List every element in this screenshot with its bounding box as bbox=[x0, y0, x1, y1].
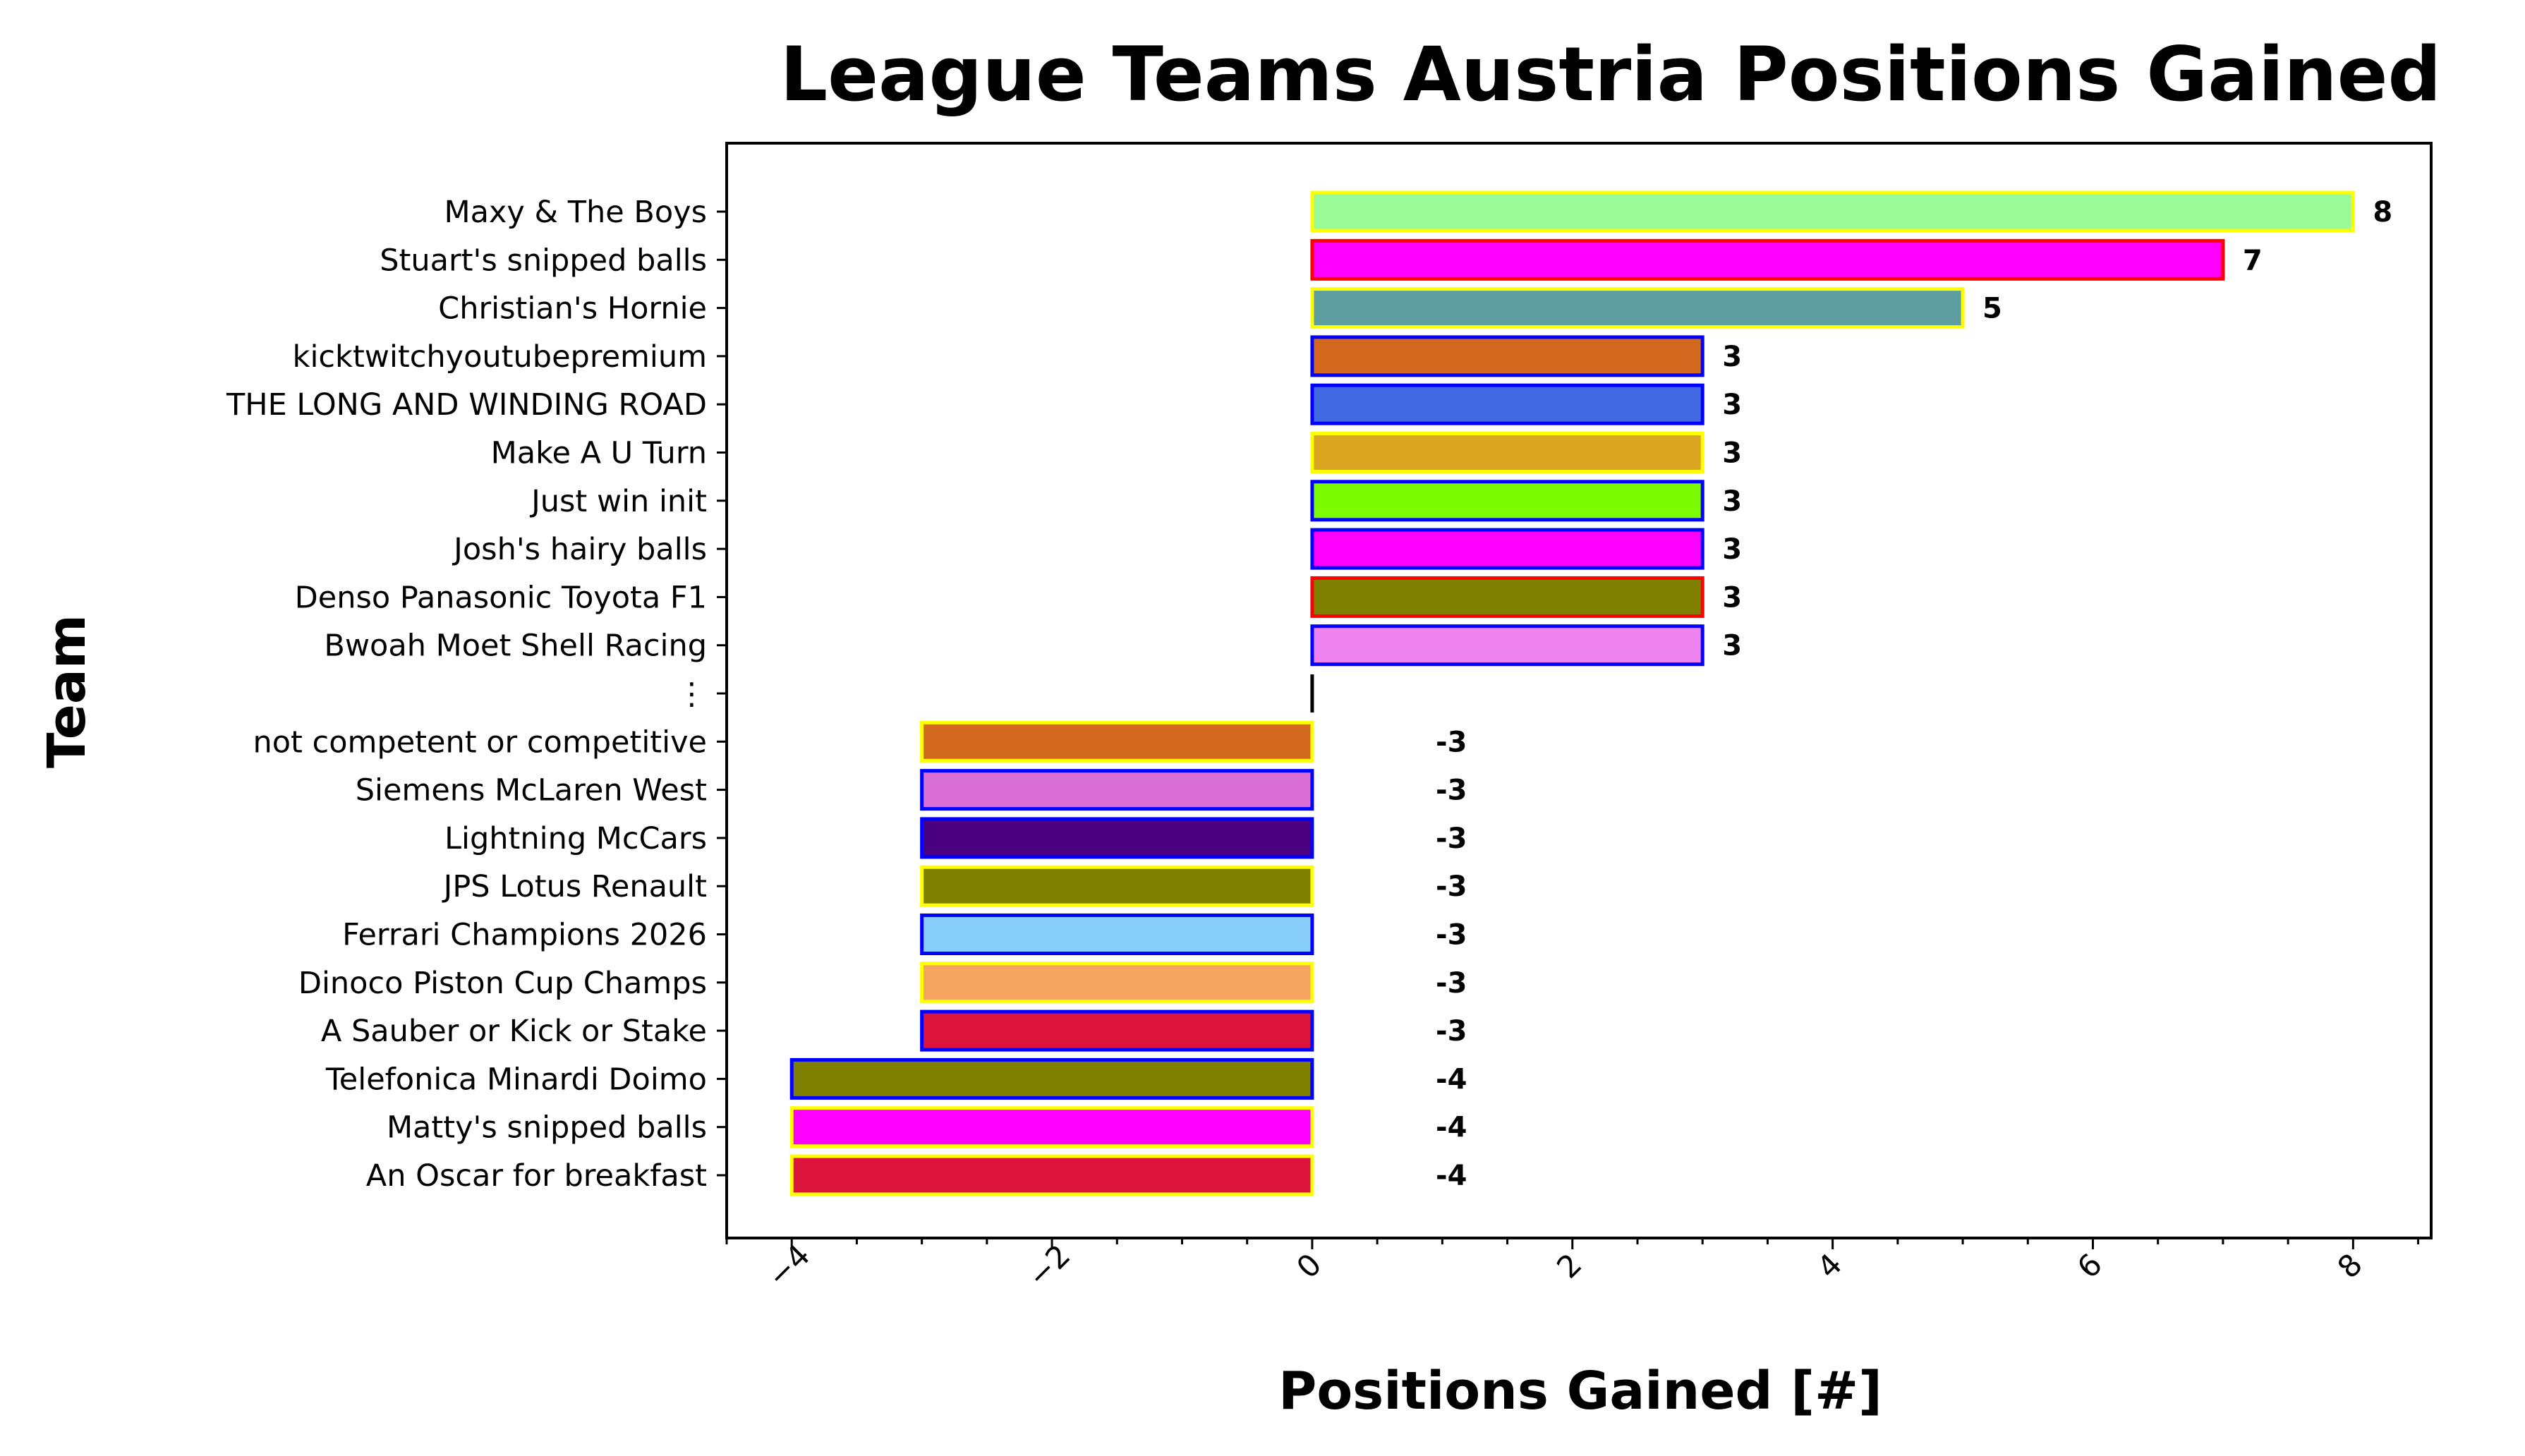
y-tick-label: Dinoco Piston Cup Champs bbox=[298, 966, 707, 1001]
y-tick-label: Make A U Turn bbox=[491, 436, 707, 471]
y-tick-label: Christian's Hornie bbox=[438, 291, 707, 327]
bar bbox=[1310, 576, 1704, 618]
value-label: -3 bbox=[1436, 775, 1467, 807]
value-label: 3 bbox=[1722, 630, 1742, 662]
y-tick-label: Siemens McLaren West bbox=[356, 773, 707, 808]
bar bbox=[920, 961, 1314, 1004]
separator-label: ⋮ bbox=[677, 677, 707, 712]
chart-title: League Teams Austria Positions Gained bbox=[780, 31, 2442, 118]
bar bbox=[920, 769, 1314, 811]
value-label: 7 bbox=[2243, 244, 2263, 277]
x-tick-label: 4 bbox=[1810, 1247, 1849, 1286]
y-tick-label: Maxy & The Boys bbox=[444, 195, 707, 230]
plot-frame bbox=[725, 142, 2433, 1239]
bar bbox=[1310, 238, 2225, 281]
bar bbox=[1310, 624, 1704, 667]
value-label: 8 bbox=[2373, 196, 2392, 229]
y-tick-label: Stuart's snipped balls bbox=[380, 243, 707, 278]
value-label: -3 bbox=[1436, 823, 1467, 855]
value-label: -3 bbox=[1436, 1015, 1467, 1048]
bar bbox=[920, 817, 1314, 859]
bar bbox=[920, 720, 1314, 763]
value-label: -4 bbox=[1436, 1160, 1467, 1192]
bar bbox=[1310, 528, 1704, 570]
bar bbox=[789, 1106, 1314, 1148]
value-label: 3 bbox=[1722, 533, 1742, 566]
value-label: -3 bbox=[1436, 967, 1467, 1000]
x-tick-label: −2 bbox=[1021, 1238, 1077, 1294]
bar bbox=[789, 1057, 1314, 1100]
y-tick-label: An Oscar for breakfast bbox=[366, 1158, 707, 1194]
bar bbox=[1310, 190, 2355, 233]
x-tick-label: 6 bbox=[2071, 1247, 2109, 1286]
value-label: 3 bbox=[1722, 389, 1742, 421]
y-tick-label: Josh's hairy balls bbox=[452, 532, 707, 567]
y-tick-label: JPS Lotus Renault bbox=[442, 869, 707, 904]
y-tick-label: Ferrari Champions 2026 bbox=[342, 918, 707, 953]
x-tick-label: 8 bbox=[2331, 1247, 2370, 1286]
x-tick-label: 0 bbox=[1290, 1247, 1329, 1286]
value-label: -3 bbox=[1436, 919, 1467, 952]
plot-area: Maxy & The Boys 8 Stuart's snipped balls 7 C… bbox=[226, 190, 2420, 1294]
x-axis-label: Positions Gained [#] bbox=[1278, 1361, 1882, 1421]
value-label: -3 bbox=[1436, 726, 1467, 758]
value-label: -3 bbox=[1436, 870, 1467, 903]
bar bbox=[920, 865, 1314, 907]
value-label: 3 bbox=[1722, 341, 1742, 373]
bar bbox=[920, 1009, 1314, 1052]
y-tick-label: Bwoah Moet Shell Racing bbox=[324, 629, 707, 664]
y-tick-label: A Sauber or Kick or Stake bbox=[321, 1014, 707, 1049]
value-label: 3 bbox=[1722, 437, 1742, 470]
y-tick-label: kicktwitchyoutubepremium bbox=[293, 339, 707, 375]
value-label: 3 bbox=[1722, 485, 1742, 518]
y-tick-label: Just win init bbox=[529, 484, 707, 519]
y-tick-label: Matty's snipped balls bbox=[387, 1110, 707, 1146]
bar bbox=[1310, 432, 1704, 473]
bar bbox=[1310, 383, 1704, 425]
bar bbox=[1310, 287, 1965, 329]
value-label: -4 bbox=[1436, 1063, 1467, 1096]
y-axis-label: Team bbox=[37, 614, 97, 768]
bar bbox=[920, 914, 1314, 955]
value-label: 3 bbox=[1722, 581, 1742, 614]
bar bbox=[1310, 480, 1704, 522]
y-tick-label: Denso Panasonic Toyota F1 bbox=[295, 580, 707, 615]
bar bbox=[789, 1154, 1314, 1196]
y-tick-label: not competent or competitive bbox=[253, 724, 707, 760]
y-tick-label: Telefonica Minardi Doimo bbox=[325, 1062, 707, 1097]
y-tick-label: THE LONG AND WINDING ROAD bbox=[226, 387, 707, 423]
bar bbox=[1310, 335, 1704, 377]
value-label: 5 bbox=[1982, 293, 2002, 325]
y-tick-label: Lightning McCars bbox=[444, 821, 707, 856]
value-label: -4 bbox=[1436, 1112, 1467, 1144]
x-tick-label: 2 bbox=[1551, 1247, 1590, 1286]
x-tick-label: −4 bbox=[761, 1238, 817, 1294]
